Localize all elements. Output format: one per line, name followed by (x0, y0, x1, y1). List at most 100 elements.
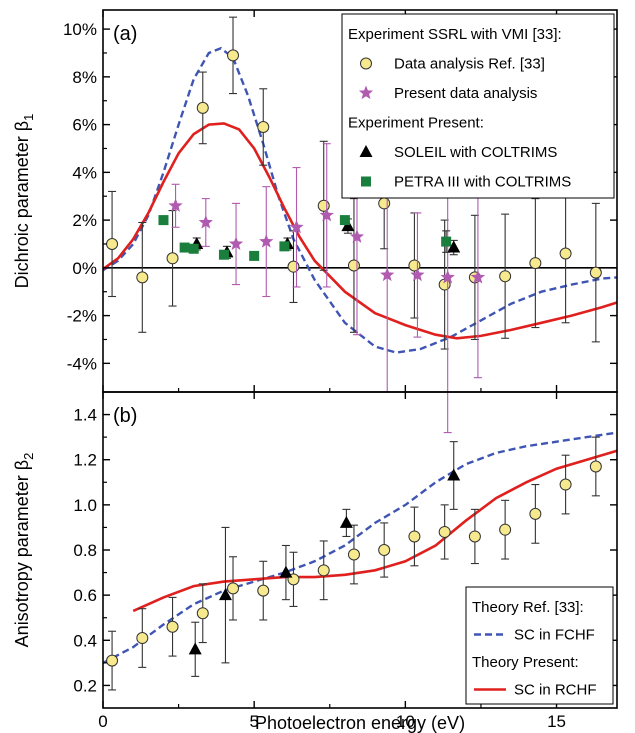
data-point (106, 654, 119, 667)
data-point (136, 271, 149, 284)
x-tick-label: 10 (396, 712, 415, 731)
legend-header: Theory Ref. [33]: (472, 599, 584, 616)
panel-b-legend: Theory Ref. [33]: SC in FCHF Theory Presen… (465, 586, 614, 705)
y-tick-label: 1.2 (73, 451, 97, 470)
panel-b-ylabel: Anisotropy parameter β2 (12, 453, 36, 648)
x-tick-label: 5 (249, 712, 258, 731)
data-point (158, 215, 169, 226)
data-point (257, 584, 270, 597)
panel-b-points-data-analysis-ref-33 (106, 436, 602, 691)
panel-a-ylabel: Dichroic parameter β1 (12, 114, 36, 289)
data-point (559, 247, 572, 260)
data-point (198, 214, 213, 229)
data-point (319, 207, 334, 222)
panel-a-label: (a) (113, 23, 137, 45)
data-point (188, 243, 199, 254)
panel-a-points-petra-iii-with-coltrims (158, 215, 452, 261)
data-point (168, 198, 183, 212)
y-tick-label: -4% (67, 354, 97, 373)
y-tick-label: 0.4 (73, 631, 97, 650)
data-point (279, 565, 293, 578)
legend-label: Data analysis Ref. [33] (394, 56, 545, 73)
data-point (447, 240, 461, 253)
data-point (347, 548, 360, 561)
data-point (227, 582, 240, 595)
data-point (218, 249, 229, 260)
data-point (529, 507, 542, 520)
panel-b-curve-sc-in-rchf (132, 449, 618, 613)
legend-marker-star (358, 85, 374, 100)
data-point (499, 523, 512, 536)
panel-b-label: (b) (113, 405, 137, 427)
legend-marker-circle (360, 57, 372, 70)
data-point (408, 259, 421, 272)
legend-label: SOLEIL with COLTRIMS (394, 144, 557, 161)
data-point (218, 588, 232, 601)
y-tick-label: 10% (63, 20, 97, 39)
data-point (317, 199, 330, 212)
panel-a-series-layer (102, 46, 618, 354)
panel-b-points-soleil-with-coltrims (188, 441, 461, 677)
data-point (589, 266, 602, 279)
y-tick-label: 4% (72, 163, 97, 182)
panel-a-dichroic: -4% -2% 0% 2% 4% 6% 8% 10% (a) Dichroic paramet… (12, 9, 618, 434)
data-point (470, 269, 486, 284)
data-point (349, 229, 365, 243)
legend-header: Theory Present: (472, 654, 579, 671)
data-point (257, 120, 270, 133)
y-tick-label: 0.6 (73, 586, 97, 605)
panel-b-series-layer (102, 431, 618, 664)
data-point (227, 49, 240, 62)
data-point (441, 236, 452, 247)
data-point (378, 544, 391, 556)
y-tick-label: 1.4 (73, 406, 97, 425)
data-point (438, 525, 451, 538)
legend-marker-triangle (359, 145, 373, 157)
data-point (529, 257, 542, 270)
legend-label: SC in FCHF (514, 627, 595, 644)
y-tick-label: 0.8 (73, 541, 97, 560)
legend-label: PETRA III with COLTRIMS (394, 174, 571, 191)
y-tick-label: -2% (67, 307, 97, 326)
data-point (196, 607, 209, 620)
x-tick-label: 0 (98, 712, 107, 731)
data-point (378, 197, 391, 210)
panel-b-anisotropy: 0 5 10 15 0.2 0.4 0.6 0.8 1.0 1.2 1.4 (b) Anisotro… (12, 391, 618, 733)
y-tick-label: 6% (72, 116, 97, 135)
data-point (559, 478, 572, 491)
data-point (339, 515, 353, 528)
y-tick-label: 0% (72, 259, 97, 278)
panel-b-points-layer (106, 436, 602, 691)
data-point (289, 219, 304, 234)
legend-header: Experiment SSRL with VMI [33]: (348, 26, 562, 43)
data-point (228, 236, 244, 251)
legend-header: Experiment Present: (348, 115, 484, 132)
panel-a-legend-box (341, 13, 615, 199)
data-point (410, 267, 425, 282)
y-tick-label: 0.2 (73, 676, 97, 695)
data-point (447, 468, 461, 481)
x-tick-label: 15 (547, 712, 566, 731)
data-point (287, 260, 300, 273)
y-tick-label: 1.0 (73, 496, 97, 515)
panel-b-curve-sc-in-fchf (102, 431, 618, 664)
data-point (166, 252, 179, 265)
data-point (188, 642, 202, 655)
data-point (499, 270, 512, 283)
data-point (166, 620, 179, 633)
data-point (339, 215, 350, 226)
data-point (179, 242, 190, 253)
panel-a-curve-sc-in-rchf (102, 122, 618, 340)
panel-b-legend-box (465, 586, 614, 705)
x-axis-title: Photoelectron energy (eV) (255, 713, 465, 733)
data-point (136, 632, 149, 645)
data-point (408, 530, 421, 543)
panel-b-ticks: 0 5 10 15 0.2 0.4 0.6 0.8 1.0 1.2 1.4 (73, 392, 617, 731)
y-tick-label: 8% (72, 68, 97, 87)
panel-a-legend: Experiment SSRL with VMI [33]: Data analy… (341, 13, 615, 199)
panel-a-curve-sc-in-fchf (102, 46, 618, 354)
data-point (317, 564, 330, 577)
legend-label: SC in RCHF (514, 682, 597, 699)
data-point (589, 460, 602, 473)
